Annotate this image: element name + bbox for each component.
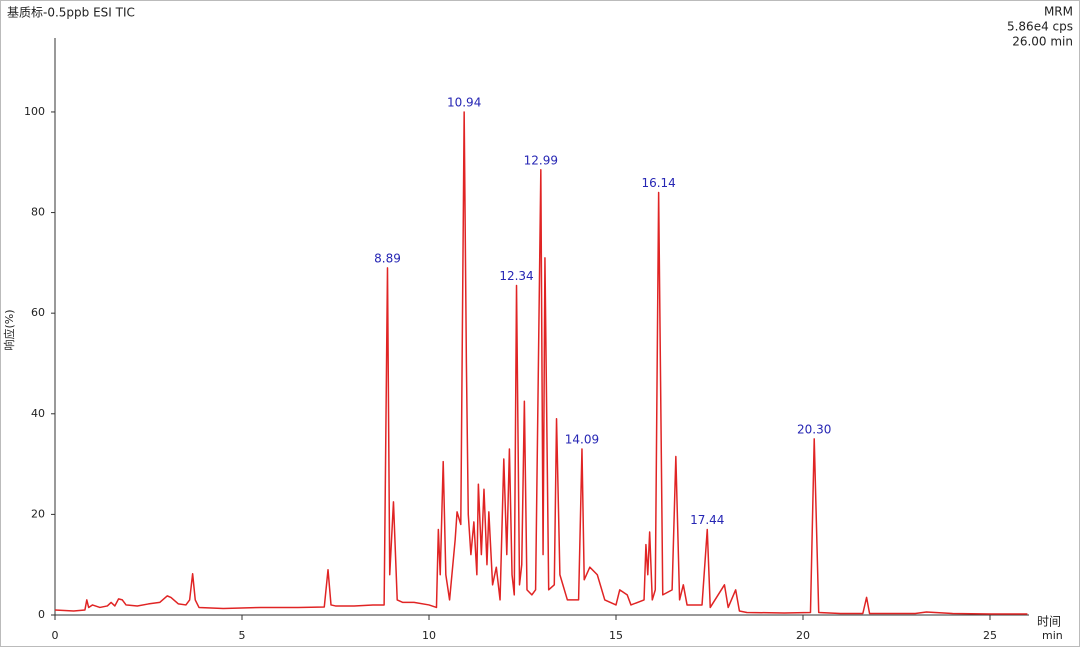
- info: 5.86e4 cps: [1007, 20, 1073, 34]
- x-tick-label: 5: [239, 629, 246, 642]
- peak-label: 8.89: [374, 251, 401, 265]
- y-tick-label: 80: [31, 206, 45, 219]
- peak-label: 12.34: [499, 269, 533, 283]
- peak-label: 17.44: [690, 513, 724, 527]
- peak-label: 16.14: [641, 176, 675, 190]
- info: MRM: [1044, 5, 1073, 19]
- x-tick-label: 0: [52, 629, 59, 642]
- chart-title: 基质标-0.5ppb ESI TIC: [7, 6, 135, 20]
- info: 26.00 min: [1012, 35, 1073, 49]
- x-tick-label: 10: [422, 629, 436, 642]
- x-tick-label: 15: [609, 629, 623, 642]
- x-tick-label: 20: [796, 629, 810, 642]
- trace: [54, 111, 1028, 615]
- y-tick-label: 100: [24, 105, 45, 118]
- y-axis-label: 响应(%): [2, 309, 16, 350]
- y-tick-label: 60: [31, 306, 45, 319]
- x-axis-label: 时间: [1037, 615, 1061, 629]
- x-axis-unit: min: [1042, 629, 1063, 642]
- x-tick-label: 25: [983, 629, 997, 642]
- y-tick-label: 0: [38, 608, 45, 621]
- peak-label: 10.94: [447, 95, 481, 109]
- peak-label: 20.30: [797, 422, 831, 436]
- peak-label: 12.99: [524, 153, 558, 167]
- peak-label: 14.09: [565, 432, 599, 446]
- y-tick-label: 20: [31, 507, 45, 520]
- y-tick-label: 40: [31, 407, 45, 420]
